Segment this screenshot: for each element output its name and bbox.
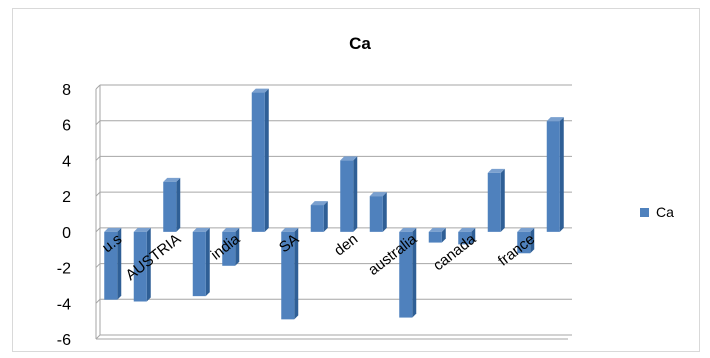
bar-side xyxy=(530,227,535,254)
chart-title: Ca xyxy=(349,34,371,53)
bar-side xyxy=(323,201,328,232)
x-tick-label: u.s xyxy=(99,231,125,257)
bar xyxy=(104,227,122,300)
bar xyxy=(340,156,358,232)
legend: Ca xyxy=(640,204,674,220)
bar-side xyxy=(146,227,151,302)
bar xyxy=(487,168,505,232)
bar xyxy=(251,88,269,232)
bar-top xyxy=(281,227,299,232)
bar-front xyxy=(281,231,295,320)
y-tick-label: -4 xyxy=(57,296,71,313)
bar-side xyxy=(176,177,181,232)
bar xyxy=(428,227,446,243)
bar-side xyxy=(235,227,240,266)
bar-front xyxy=(192,231,206,297)
bar xyxy=(310,201,328,232)
bar-front xyxy=(487,172,501,232)
bar-side xyxy=(441,227,446,243)
y-tick-label: 6 xyxy=(62,118,71,135)
y-axis: 8 6 4 2 0 -2 -4 -6 xyxy=(57,82,71,349)
y-tick-label: 2 xyxy=(62,189,71,206)
bar xyxy=(399,227,417,318)
gridline-depth xyxy=(95,298,101,304)
x-tick-label: den xyxy=(331,231,361,260)
bar xyxy=(517,227,535,254)
chart-area: Ca 8 6 4 2 0 -2 -4 -6 u.s AUSTRIA india SA den austr… xyxy=(12,8,700,352)
bar-side xyxy=(117,227,122,300)
bar-front xyxy=(310,205,324,232)
bar-front xyxy=(163,181,177,232)
bar-top xyxy=(546,117,564,122)
bar-side xyxy=(382,192,387,232)
bar xyxy=(133,227,151,302)
y-tick-label: 4 xyxy=(62,153,71,170)
bar-top xyxy=(310,201,328,206)
bar-front xyxy=(517,231,531,254)
x-tick-label: AUSTRIA xyxy=(123,231,185,284)
bar-front xyxy=(369,196,383,232)
legend-label: Ca xyxy=(656,204,674,220)
bar-front xyxy=(458,231,472,245)
bar-top xyxy=(517,227,535,232)
gridline-depth xyxy=(95,227,101,233)
bar xyxy=(222,227,240,266)
bar-top xyxy=(399,227,417,232)
bars xyxy=(104,88,564,320)
bar xyxy=(369,192,387,232)
bar-side xyxy=(264,88,269,232)
bar xyxy=(163,177,181,232)
y-tick-label: -6 xyxy=(57,332,71,349)
bar-side xyxy=(412,227,417,318)
bar-top xyxy=(133,227,151,232)
bar-front xyxy=(546,121,560,232)
x-tick-label: SA xyxy=(276,231,302,257)
bar xyxy=(546,117,564,232)
bar-top xyxy=(222,227,240,232)
bar-front xyxy=(222,231,236,266)
gridline-depth xyxy=(95,84,101,90)
y-tick-label: 8 xyxy=(62,82,71,99)
bar-top xyxy=(192,227,210,232)
bar-front xyxy=(251,92,265,232)
gridline-depth xyxy=(95,191,101,197)
bar-top xyxy=(163,177,181,182)
y-tick-label: -2 xyxy=(57,261,71,278)
bar-top xyxy=(369,192,387,197)
y-tick-label: 0 xyxy=(62,225,71,242)
bar xyxy=(458,227,476,245)
bar-side xyxy=(353,156,358,232)
bar-front xyxy=(133,231,147,302)
bar-front xyxy=(399,231,413,318)
bar-top xyxy=(104,227,122,232)
bar-front xyxy=(340,160,354,232)
legend-swatch xyxy=(640,208,649,217)
bar xyxy=(192,227,210,297)
gridline-depth xyxy=(95,120,101,126)
bar-side xyxy=(500,168,505,232)
bar-front xyxy=(428,231,442,243)
bar-top xyxy=(340,156,358,161)
bar-top xyxy=(428,227,446,232)
bar-side xyxy=(559,117,564,232)
bar-side xyxy=(471,227,476,245)
bar-top xyxy=(458,227,476,232)
bar-side xyxy=(294,227,299,320)
gridline-depth xyxy=(95,156,101,161)
bar-front xyxy=(104,231,118,300)
bar xyxy=(281,227,299,320)
gridline-depth xyxy=(95,263,101,268)
bar-side xyxy=(205,227,210,297)
bar-top xyxy=(251,88,269,93)
gridline-depth xyxy=(95,334,101,340)
bar-top xyxy=(487,168,505,173)
